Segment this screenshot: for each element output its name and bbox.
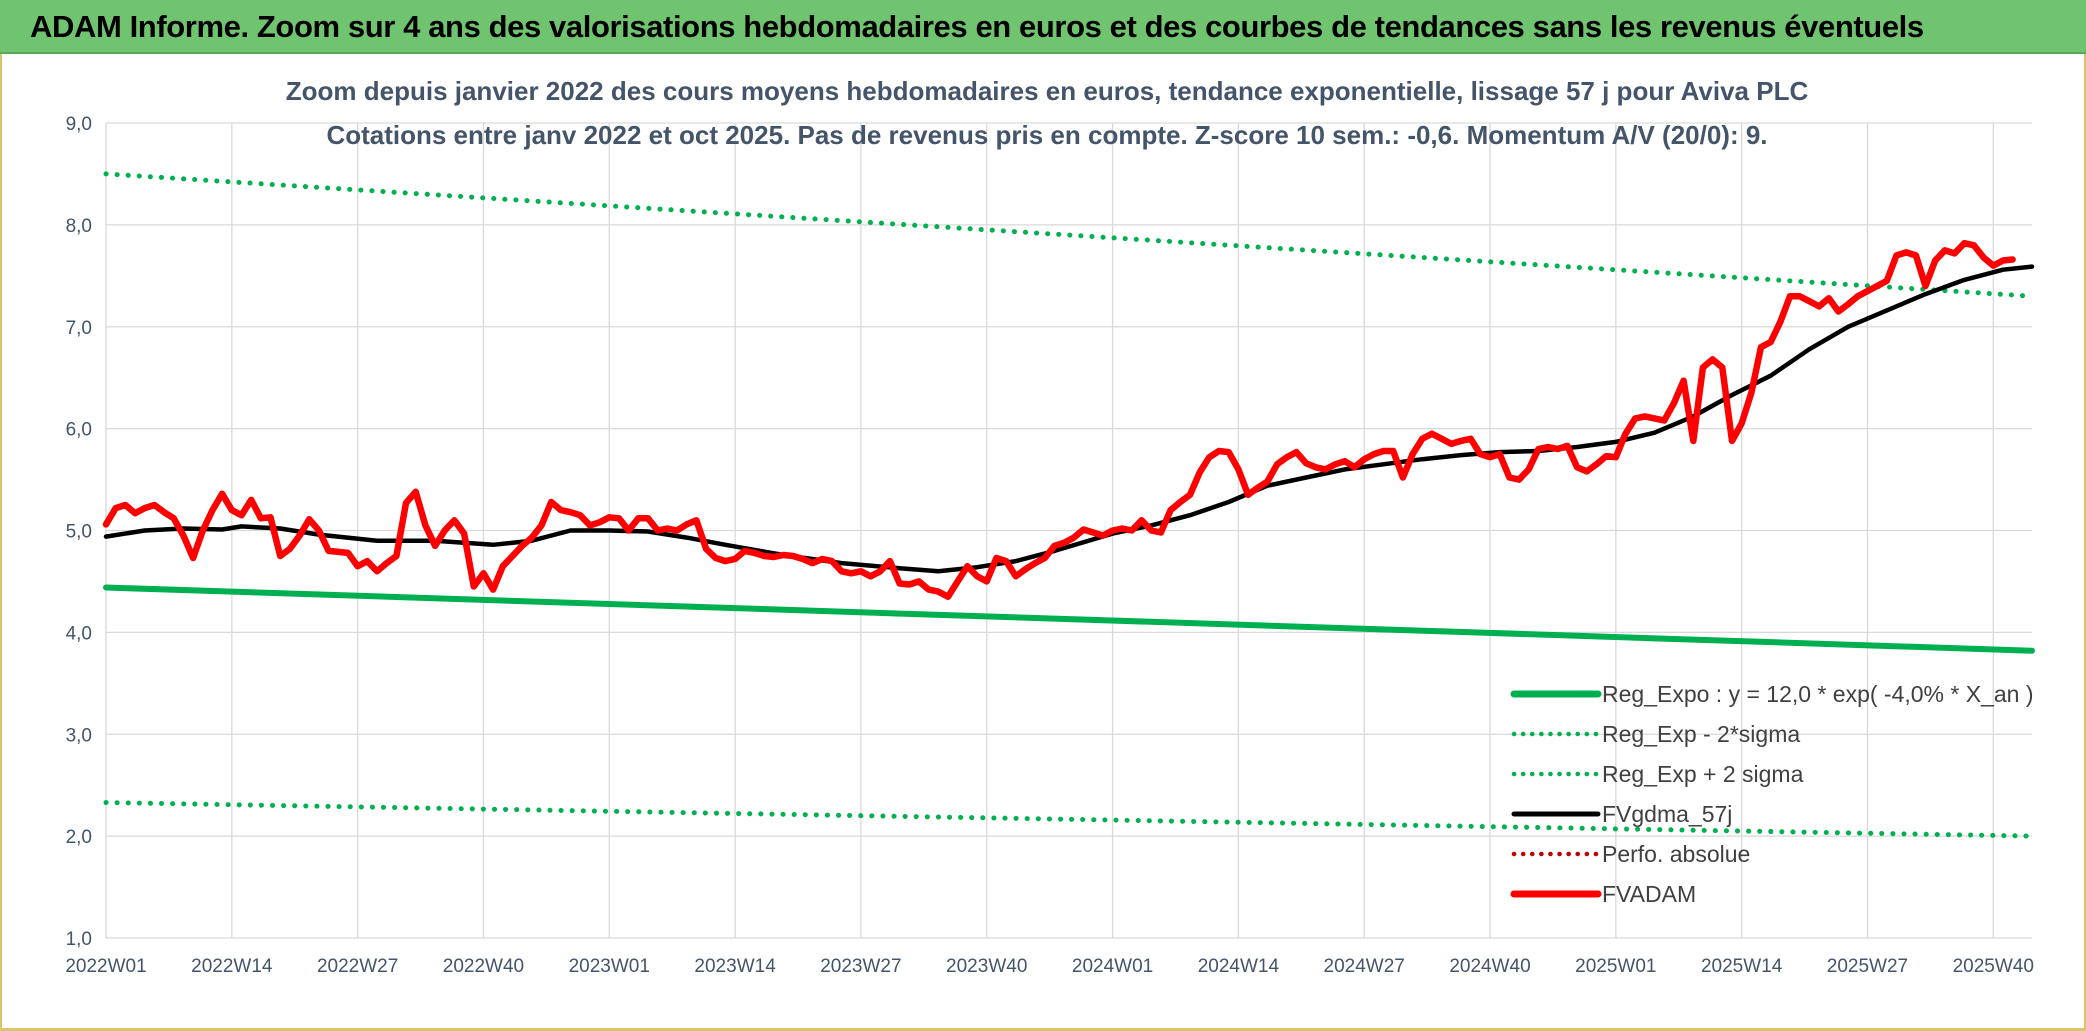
x-tick-label: 2022W01 [65, 956, 146, 977]
y-tick-label: 8,0 [66, 216, 92, 237]
x-tick-label: 2024W40 [1449, 956, 1530, 977]
legend-label: FVgdma_57j [1602, 801, 1732, 827]
y-tick-label: 6,0 [66, 420, 92, 441]
x-tick-label: 2025W01 [1575, 956, 1656, 977]
page-title: ADAM Informe. Zoom sur 4 ans des valoris… [30, 9, 1924, 44]
x-tick-label: 2023W14 [694, 956, 776, 977]
x-tick-label: 2024W01 [1072, 956, 1153, 977]
x-tick-label: 2023W40 [946, 956, 1027, 977]
y-tick-label: 1,0 [66, 929, 92, 950]
y-tick-label: 2,0 [66, 827, 92, 848]
series-line [103, 800, 2035, 839]
legend-label: Perfo. absolue [1602, 841, 1750, 867]
y-tick-label: 7,0 [66, 318, 92, 339]
y-tick-label: 3,0 [66, 725, 92, 746]
y-tick-label: 5,0 [66, 522, 92, 543]
series-line [103, 171, 2035, 299]
x-axis-ticks: 2022W01 2022W14 2022W27 2022W40 2023W01 2023W… [65, 956, 2034, 977]
y-axis-ticks: 1,0 2,0 3,0 4,0 5,0 6,0 7,0 8,0 9,0 [66, 114, 92, 950]
x-tick-label: 2023W01 [569, 956, 650, 977]
x-tick-label: 2025W27 [1827, 956, 1908, 977]
grid [105, 122, 2032, 939]
series-lines [102, 171, 2035, 839]
legend-label: Reg_Exp - 2*sigma [1602, 721, 1800, 747]
series-line [103, 584, 2035, 654]
chart-area: 1,0 2,0 3,0 4,0 5,0 6,0 7,0 8,0 9,0 2022W01 2022W… [0, 54, 2086, 1031]
legend-label: Reg_Expo : y = 12,0 * exp( -4,0% * X_an … [1602, 681, 2034, 707]
x-tick-label: 2025W40 [1953, 956, 2034, 977]
x-tick-label: 2024W27 [1324, 956, 1405, 977]
chart-subtitle-line-2: Cotations entre janv 2022 et oct 2025. P… [326, 120, 1767, 150]
y-tick-label: 9,0 [66, 114, 92, 135]
chart-subtitle-line-1: Zoom depuis janvier 2022 des cours moyen… [286, 76, 1809, 106]
legend-label: Reg_Exp + 2 sigma [1602, 761, 1804, 787]
x-tick-label: 2025W14 [1701, 956, 1783, 977]
x-tick-label: 2023W27 [820, 956, 901, 977]
series-line [102, 239, 2016, 600]
x-tick-label: 2022W40 [443, 956, 524, 977]
legend-label: FVADAM [1602, 881, 1696, 907]
line-chart: 1,02,03,04,05,06,07,08,09,0 2022W01 2022W… [65, 76, 2035, 977]
x-tick-label: 2024W14 [1198, 956, 1280, 977]
title-banner: ADAM Informe. Zoom sur 4 ans des valoris… [0, 0, 2086, 54]
legend: Reg_Expo : y = 12,0 * exp( -4,0% * X_an … [1510, 681, 2034, 907]
x-tick-label: 2022W27 [317, 956, 398, 977]
x-tick-label: 2022W14 [191, 956, 273, 977]
y-tick-label: 4,0 [66, 623, 92, 644]
